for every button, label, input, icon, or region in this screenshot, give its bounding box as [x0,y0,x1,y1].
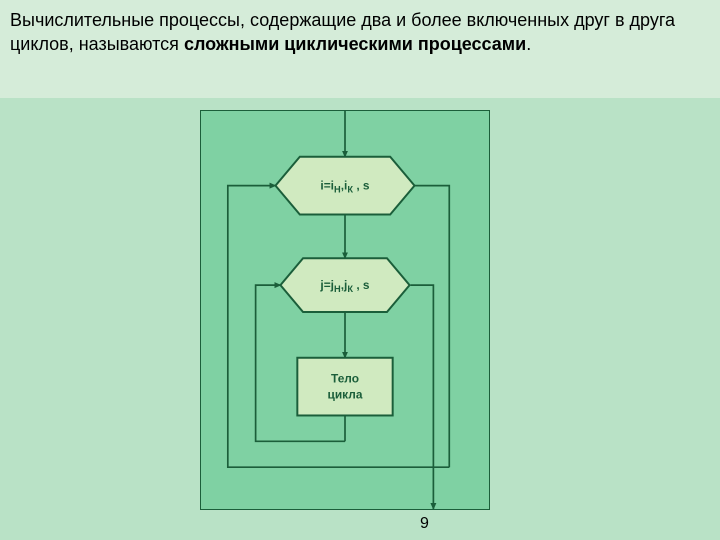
definition-box: Вычислительные процессы, содержащие два … [0,0,720,98]
flowchart-svg: i=iН​,iК​ , s j=jН​,jК​ , s Телоцикла [201,111,489,509]
definition-period: . [526,34,531,54]
loop-body-label: Телоцикла [328,372,363,402]
inner-loop-hex-label: j=jН​,jК​ , s [319,278,369,294]
flow-nodes: i=iН​,iК​ , s j=jН​,jК​ , s Телоцикла [275,157,414,416]
definition-text: Вычислительные процессы, содержащие два … [10,8,710,57]
page-number: 9 [420,515,429,533]
definition-bold: сложными циклическими процессами [184,34,526,54]
slide-page: Вычислительные процессы, содержащие два … [0,0,720,540]
outer-loop-hex-label: i=iН​,iК​ , s [320,179,369,195]
flowchart-frame: i=iН​,iК​ , s j=jН​,jК​ , s Телоцикла [200,110,490,510]
